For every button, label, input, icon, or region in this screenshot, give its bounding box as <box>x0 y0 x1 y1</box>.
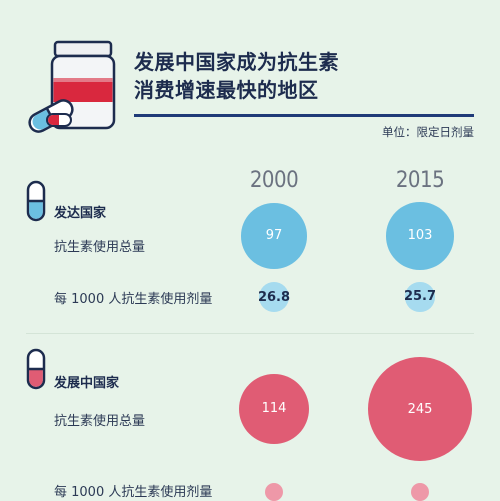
page-title: 发展中国家成为抗生素 消费增速最快的地区 <box>134 48 434 104</box>
capsule-red-icon <box>26 348 46 390</box>
row-label-total-developing: 抗生素使用总量 <box>54 414 146 429</box>
capsule-small-icon <box>46 113 72 127</box>
bubble-g1-m1-2000 <box>265 483 283 501</box>
unit-label: 单位：限定日剂量 <box>382 125 474 139</box>
bubble-value-label: 97 <box>265 228 283 244</box>
row-label-per1000-developed: 每 1000 人抗生素使用剂量 <box>54 292 213 307</box>
bubble-g1-m1-2015 <box>411 483 429 501</box>
title-line-1: 发展中国家成为抗生素 <box>134 50 339 74</box>
title-line-2: 消费增速最快的地区 <box>134 78 319 102</box>
year-label-2015: 2015 <box>395 168 445 193</box>
bubble-value-label: 103 <box>407 228 433 244</box>
bubble-g0-m1-2015: 25.7 <box>403 282 437 312</box>
group-divider <box>26 333 474 334</box>
year-label-2000: 2000 <box>249 168 299 193</box>
title-divider <box>134 114 474 117</box>
row-label-total-developed: 抗生素使用总量 <box>54 240 146 255</box>
bubble-g0-m1-2000: 26.8 <box>257 282 291 312</box>
capsule-blue-icon <box>26 180 46 222</box>
bubble-value-label: 114 <box>261 401 287 417</box>
bubble-value-label: 245 <box>407 401 433 417</box>
bubble-g0-m0-2015: 103 <box>386 202 454 270</box>
bubble-value-label: 26.8 <box>257 289 291 305</box>
bubble-value-label: 25.7 <box>403 289 437 305</box>
bubble-g1-m0-2015: 245 <box>368 357 472 461</box>
bubble-g1-m0-2000: 114 <box>238 373 310 445</box>
row-label-per1000-developing: 每 1000 人抗生素使用剂量 <box>54 485 213 500</box>
group-title-developed: 发达国家 <box>54 206 107 221</box>
group-title-developing: 发展中国家 <box>54 376 120 391</box>
bubble-g0-m0-2000: 97 <box>241 203 307 269</box>
